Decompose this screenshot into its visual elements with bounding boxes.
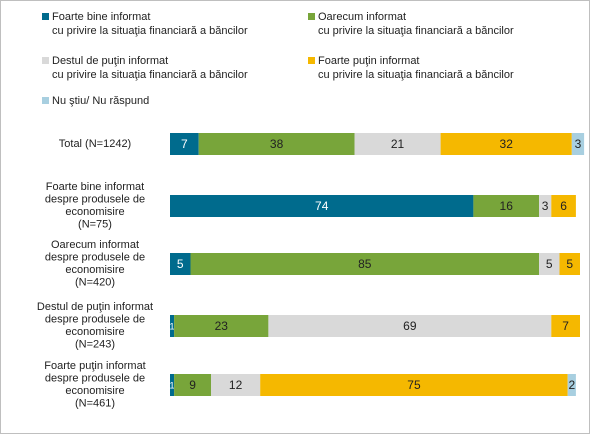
value-label: 3	[542, 199, 549, 213]
category-label: Foarte puţin informat	[44, 360, 146, 372]
legend-label: cu privire la situaţia financiară a bănc…	[318, 25, 514, 37]
category-label: Oarecum informat	[51, 239, 139, 251]
bar-segment	[539, 253, 560, 275]
value-label: 6	[560, 199, 567, 213]
value-label: 2	[568, 378, 575, 392]
value-label: 85	[358, 257, 372, 271]
bar-segment	[170, 253, 191, 275]
value-label: 69	[403, 319, 417, 333]
value-label: 21	[391, 137, 405, 151]
bar-segment	[440, 133, 572, 155]
legend-label: Oarecum informat	[318, 11, 406, 23]
bar-segment	[174, 315, 269, 337]
bar-segment	[198, 133, 355, 155]
bar-segment	[260, 374, 568, 396]
value-label: 74	[315, 199, 329, 213]
bar-segment	[174, 374, 211, 396]
category-label: economisire	[65, 326, 124, 338]
bar-segment	[190, 253, 539, 275]
bar-segment	[170, 195, 474, 217]
legend-label: cu privire la situaţia financiară a bănc…	[52, 69, 248, 81]
bar-segment	[551, 195, 576, 217]
category-label: Destul de puţin informat	[37, 301, 153, 313]
legend-swatch	[42, 97, 49, 104]
bar-segment	[551, 315, 580, 337]
value-label: 5	[546, 257, 553, 271]
bar-segment	[170, 315, 175, 337]
bar-segment	[571, 133, 585, 155]
category-label: despre produsele de	[45, 252, 145, 264]
value-label: 5	[177, 257, 184, 271]
value-label: 23	[215, 319, 229, 333]
value-label: 9	[189, 378, 196, 392]
category-label: Total (N=1242)	[59, 138, 131, 150]
legend-label: Foarte bine informat	[52, 11, 150, 23]
category-label: (N=461)	[75, 398, 115, 410]
value-label: 12	[229, 378, 243, 392]
legend-swatch	[42, 57, 49, 64]
bar-segment	[170, 374, 175, 396]
bar-segment	[539, 195, 552, 217]
legend-label: Foarte puţin informat	[318, 55, 420, 67]
category-label: (N=243)	[75, 339, 115, 351]
value-label: 7	[181, 137, 188, 151]
legend-label: cu privire la situaţia financiară a bănc…	[52, 25, 248, 37]
category-label: economisire	[65, 206, 124, 218]
legend-swatch	[308, 13, 315, 20]
bar-segment	[211, 374, 261, 396]
bar-segment	[354, 133, 441, 155]
bar-segment	[559, 253, 580, 275]
category-label: despre produsele de	[45, 373, 145, 385]
category-label: despre produsele de	[45, 194, 145, 206]
value-label: 3	[575, 137, 582, 151]
value-label: 16	[500, 199, 514, 213]
category-label: (N=420)	[75, 277, 115, 289]
legend-swatch	[42, 13, 49, 20]
bar-segment	[170, 133, 199, 155]
legend-label: cu privire la situaţia financiară a bănc…	[318, 69, 514, 81]
value-label: 1	[170, 321, 175, 331]
category-label: economisire	[65, 385, 124, 397]
category-label: (N=75)	[78, 219, 112, 231]
bar-segment	[473, 195, 539, 217]
legend-swatch	[308, 57, 315, 64]
value-label: 38	[270, 137, 284, 151]
value-label: 7	[562, 319, 569, 333]
legend-label: Nu ştiu/ Nu răspund	[52, 95, 149, 107]
value-label: 32	[500, 137, 514, 151]
legend-label: Destul de puţin informat	[52, 55, 168, 67]
bar-segment	[268, 315, 552, 337]
value-label: 1	[170, 380, 175, 390]
category-label: Foarte bine informat	[46, 181, 144, 193]
category-label: despre produsele de	[45, 314, 145, 326]
value-label: 5	[566, 257, 573, 271]
category-label: economisire	[65, 264, 124, 276]
value-label: 75	[407, 378, 421, 392]
bar-segment	[567, 374, 576, 396]
